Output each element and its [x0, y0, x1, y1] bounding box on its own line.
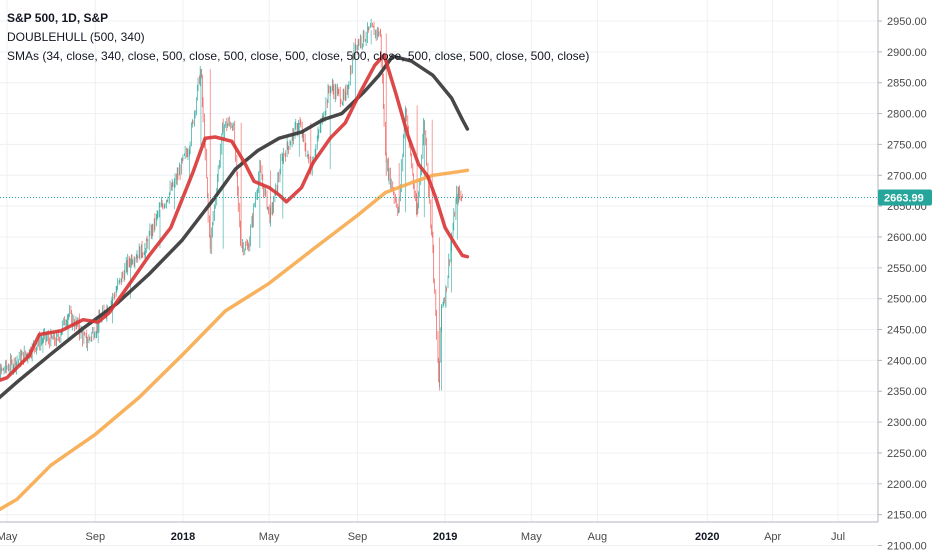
y-tick-label: 2500.00	[887, 294, 927, 306]
last-price-label: 2663.99	[878, 189, 932, 206]
y-tick-label: 2750.00	[887, 139, 927, 151]
y-tick-label: 2100.00	[887, 541, 927, 550]
y-tick-label: 2600.00	[887, 232, 927, 244]
y-tick-label: 2950.00	[887, 16, 927, 28]
x-tick-label: May	[521, 531, 542, 543]
series-line-sma-34	[0, 53, 470, 382]
y-tick-label: 2450.00	[887, 325, 927, 337]
y-tick-label: 2300.00	[887, 417, 927, 429]
series-line-sma-500	[0, 168, 470, 512]
last-price-text: 2663.99	[884, 192, 924, 204]
y-tick-label: 2850.00	[887, 78, 927, 90]
y-tick-label: 2200.00	[887, 479, 927, 491]
x-tick-label: May	[0, 531, 18, 543]
y-tick-label: 2250.00	[887, 448, 927, 460]
y-tick-label: 2700.00	[887, 170, 927, 182]
y-tick-label: 2150.00	[887, 510, 927, 522]
y-tick-label: 2400.00	[887, 355, 927, 367]
price-candles	[0, 18, 463, 391]
x-tick-label: 2019	[433, 531, 457, 543]
x-tick-label: Jul	[831, 531, 845, 543]
x-tick-label: Sep	[348, 531, 368, 543]
x-tick-label: May	[259, 531, 280, 543]
x-tick-label: Aug	[588, 531, 608, 543]
series-line-sma-340	[0, 54, 470, 400]
y-tick-label: 2900.00	[887, 47, 927, 59]
y-tick-label: 2350.00	[887, 386, 927, 398]
x-tick-label: Sep	[86, 531, 106, 543]
y-tick-label: 2800.00	[887, 109, 927, 121]
y-tick-label: 2550.00	[887, 263, 927, 275]
x-tick-label: Apr	[764, 531, 781, 543]
last-price-badge	[878, 189, 932, 206]
x-tick-label: 2018	[171, 531, 195, 543]
sma-lines	[0, 53, 470, 512]
x-tick-label: 2020	[695, 531, 719, 543]
